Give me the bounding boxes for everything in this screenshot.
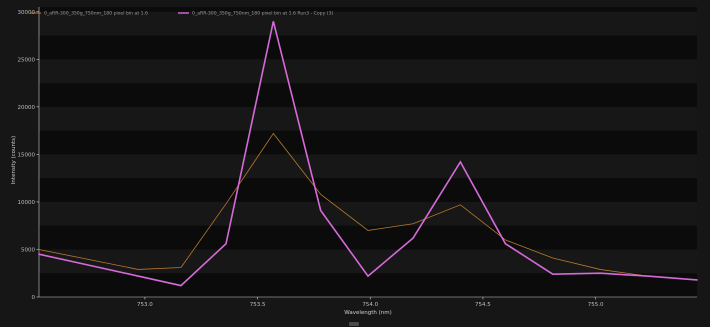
axes: 0 5000 10000 15000 20000 25000 30000 753.0 753.5… — [18, 7, 697, 308]
y-tick-label: 15000 — [18, 152, 36, 158]
y-tick-label: 10000 — [18, 200, 36, 206]
x-tick-label: 753.0 — [137, 302, 153, 308]
plot-band — [39, 59, 697, 84]
legend-entry-series-1: 0_aRR-300_350g_750nm_180 pixel bin at 1.… — [44, 11, 148, 17]
x-axis-title: Wavelength (nm) — [344, 310, 392, 316]
plot-band — [39, 249, 697, 274]
x-tick-label: 754.5 — [475, 302, 491, 308]
y-tick-label: 20000 — [18, 105, 36, 111]
y-tick-label: 5000 — [21, 247, 35, 253]
plot-area-bands — [39, 7, 697, 297]
y-tick-label: 0 — [32, 295, 36, 301]
y-tick-label: 25000 — [18, 57, 36, 63]
x-tick-label: 754.0 — [362, 302, 378, 308]
plot-band — [39, 106, 697, 131]
series-line-1[interactable] — [38, 132, 698, 281]
x-tick-label: 753.5 — [250, 302, 266, 308]
y-axis-title: Intensity (counts) — [11, 136, 17, 184]
plot-area-background — [39, 7, 697, 297]
series-layer — [38, 21, 698, 287]
legend: 0_aRR-300_350g_750nm_180 pixel bin at 1.… — [30, 11, 333, 17]
plot-band — [39, 11, 697, 36]
resize-handle[interactable] — [349, 322, 359, 326]
plot-band — [39, 154, 697, 179]
x-tick-label: 755.0 — [588, 302, 604, 308]
plot-band — [39, 201, 697, 226]
y-tick-label: 30000 — [18, 10, 36, 16]
legend-entry-series-2: 0_aRR-300_350g_750nm_180 pixel bin at 1.… — [192, 11, 333, 17]
